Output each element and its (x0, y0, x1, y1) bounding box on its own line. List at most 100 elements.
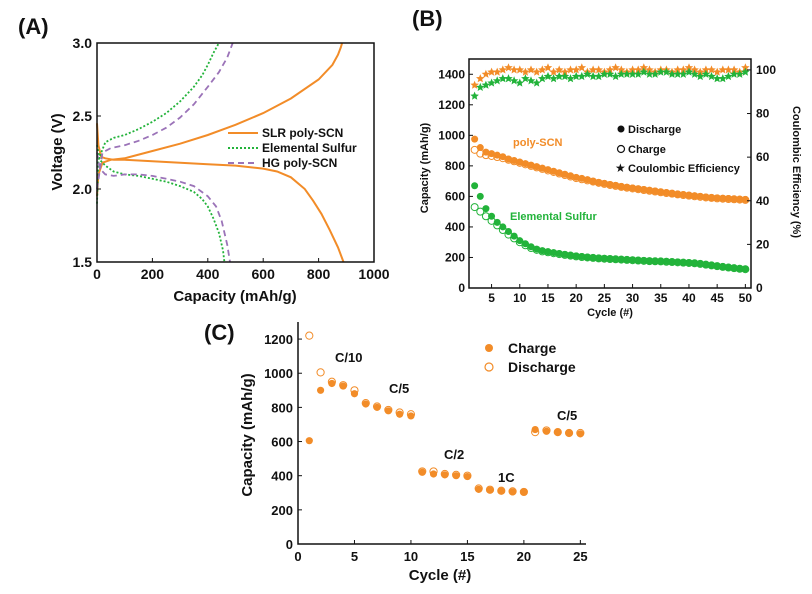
x-tick-label: 30 (626, 291, 640, 305)
charge-point (594, 254, 603, 263)
charge-point (577, 253, 586, 262)
discharge-point (713, 194, 721, 202)
y-right-tick-label: 80 (756, 107, 770, 121)
charge-point (707, 261, 716, 270)
charge-point (538, 164, 547, 173)
discharge-point (708, 194, 716, 202)
panel-a-legend: SLR poly-SCN Elemental Sulfur HG poly-SC… (228, 126, 357, 170)
discharge-point (497, 486, 506, 495)
ce-star-point (617, 69, 626, 78)
ce-star-point (633, 65, 643, 74)
ce-star-point (470, 91, 479, 100)
discharge-point (741, 265, 749, 273)
discharge-point (583, 253, 591, 261)
panel-c-xlabel: Cycle (#) (409, 567, 472, 584)
ce-star-point (470, 80, 479, 89)
charge-point (487, 216, 496, 225)
discharge-point (482, 205, 490, 213)
charge-point (628, 184, 637, 193)
charge-point (651, 257, 660, 266)
discharge-point (724, 195, 732, 203)
charge-point (476, 207, 485, 216)
rate-label-c10: C/10 (335, 350, 362, 365)
discharge-point (657, 257, 665, 265)
ce-star-point (487, 67, 496, 76)
discharge-point (617, 255, 625, 263)
x-tick-label: 800 (307, 266, 331, 282)
y-tick-label: 800 (271, 400, 293, 415)
charge-point (373, 403, 381, 411)
ce-star-point (509, 76, 519, 85)
ce-star-point (521, 74, 530, 83)
charge-point (701, 193, 710, 202)
legend-coulombic-star-icon: ★ (615, 161, 626, 175)
ce-star-point (712, 67, 722, 76)
charge-point (606, 180, 614, 189)
discharge-point (350, 386, 359, 395)
panel-a-plot-area (96, 42, 345, 263)
rate-label-c2: C/2 (444, 447, 464, 462)
charge-point (639, 256, 648, 265)
panel-b-frame (468, 58, 752, 289)
charge-point (617, 182, 626, 191)
legend-label-slr: SLR poly-SCN (262, 126, 343, 140)
annotation-poly-scn: poly-SCN (513, 137, 563, 149)
ce-star-point (718, 65, 728, 74)
charge-point (600, 179, 609, 188)
legend-label-charge: Charge (628, 144, 666, 156)
ce-star-point (498, 74, 508, 83)
panel-c-legend: Charge Discharge (484, 340, 576, 375)
discharge-point (634, 256, 642, 264)
discharge-point (640, 257, 648, 265)
charge-point (527, 161, 536, 170)
series-line-5 (96, 42, 234, 190)
x-tick-label: 0 (93, 266, 101, 282)
charge-point (611, 255, 620, 264)
legend-discharge-marker (617, 125, 625, 133)
charge-point (486, 486, 494, 494)
panel-c-label: (C) (204, 320, 235, 345)
ce-star-point (673, 69, 682, 78)
charge-point (572, 252, 581, 261)
ce-star-point (549, 67, 558, 76)
legend-c-discharge-marker (484, 362, 494, 372)
series-line-1 (96, 42, 344, 197)
charge-point (639, 185, 648, 194)
y-tick-label: 600 (271, 435, 293, 450)
ce-star-point (476, 74, 485, 83)
charge-point (696, 259, 705, 268)
legend-charge-marker (616, 144, 626, 154)
y-tick-label: 200 (445, 250, 465, 264)
charge-point (577, 175, 586, 184)
charge-point (707, 193, 716, 202)
charge-point (452, 472, 460, 480)
ce-star-point (741, 63, 750, 72)
y-right-tick-label: 40 (756, 194, 770, 208)
charge-point (560, 171, 569, 180)
charge-point (583, 253, 592, 262)
discharge-point (327, 377, 336, 386)
ce-star-point (492, 67, 502, 76)
charge-point (531, 425, 539, 434)
charge-point (470, 145, 479, 154)
ce-star-point (504, 74, 513, 83)
charge-point (549, 249, 558, 258)
charge-point (418, 468, 426, 476)
ce-star-point (724, 65, 733, 74)
x-tick-label: 600 (252, 266, 276, 282)
charge-point (662, 189, 671, 198)
charge-point (463, 472, 472, 481)
ce-star-point (724, 71, 733, 81)
legend-c-label-discharge: Discharge (508, 359, 576, 375)
charge-point (538, 247, 547, 256)
charge-point (724, 194, 733, 203)
ce-star-point (538, 74, 547, 83)
charge-point (634, 256, 643, 265)
charge-point (542, 427, 551, 435)
charge-point (724, 263, 733, 272)
discharge-point (384, 405, 393, 415)
charge-point (730, 195, 739, 204)
charge-point (565, 429, 573, 437)
y-right-tick-label: 20 (756, 237, 770, 251)
charge-point (583, 176, 592, 185)
